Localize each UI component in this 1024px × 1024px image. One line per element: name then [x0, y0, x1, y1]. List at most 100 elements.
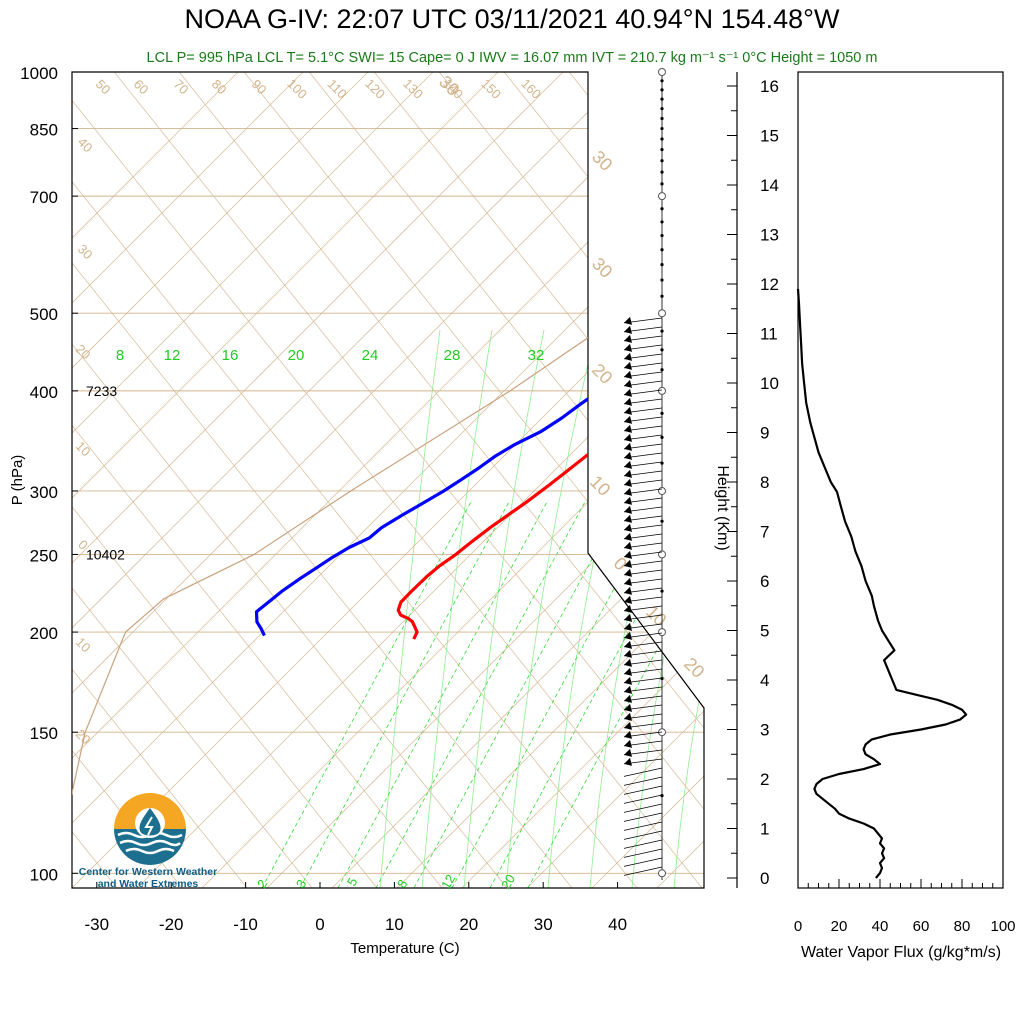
wind-barb-flag — [624, 496, 632, 505]
wind-level-dot — [660, 148, 664, 152]
wind-barb-flag — [624, 415, 632, 424]
wind-barb-flag — [624, 469, 632, 478]
isotherm-line — [787, 0, 1024, 888]
chart-title: NOAA G-IV: 22:07 UTC 03/11/2021 40.94°N … — [184, 4, 840, 34]
wind-barb-flag — [624, 541, 632, 550]
wind-barb — [623, 866, 663, 876]
wind-barb-flag — [624, 685, 632, 694]
wind-barb-flag — [624, 613, 632, 622]
y-axis-label: P (hPa) — [9, 455, 26, 506]
isotherm-line — [72, 72, 704, 888]
mixing-ratio-line — [489, 499, 701, 888]
isotherm-line — [461, 72, 704, 888]
wind-level-dot — [660, 794, 664, 798]
wind-barb-flag — [624, 730, 632, 739]
wind-level-dot — [660, 182, 664, 186]
dry-adiabat-line — [681, 72, 704, 888]
wind-level-dot — [660, 137, 664, 141]
isotherm-line — [266, 72, 704, 888]
dry-adiabat-line — [616, 72, 704, 888]
wind-barb-flag — [624, 352, 632, 361]
isotherm-line — [72, 72, 618, 888]
height-label: 7233 — [86, 383, 117, 399]
wind-barb — [623, 803, 663, 813]
dry-adiabat-line — [72, 72, 313, 888]
isotherm-label: 20 — [680, 654, 708, 682]
wind-level-marker — [658, 192, 666, 201]
flux-axis-label: Water Vapor Flux (g/kg*m/s) — [801, 944, 1001, 961]
height-tick-label: 2 — [760, 770, 769, 789]
isotherm-label: 80 — [209, 76, 230, 97]
isotherm-label: 90 — [249, 76, 270, 97]
mixing-ratio-label: 5 — [344, 875, 361, 889]
wind-barb-flag — [624, 703, 632, 712]
pressure-tick-label: 850 — [30, 121, 58, 140]
isotherm-label: 60 — [131, 76, 152, 97]
wind-barb-flag — [624, 388, 632, 397]
mixing-ratio-line — [413, 499, 625, 888]
isotherm-label: 40 — [75, 134, 96, 155]
mixing-ratio-line — [337, 499, 549, 888]
height-tick-label: 10 — [760, 374, 779, 393]
dry-adiabat-line — [486, 72, 704, 888]
dewpoint-line — [254, 72, 704, 637]
height-axis-label: Height (Km) — [714, 465, 731, 550]
isotherm-line — [72, 72, 704, 888]
isotherm-line — [656, 72, 704, 888]
wind-barb — [623, 794, 663, 804]
wind-level-dot — [660, 116, 664, 121]
moist-adiabat-line — [463, 329, 545, 888]
temperature-tick-label: 30 — [534, 915, 553, 934]
isotherm-label: 50 — [93, 76, 114, 97]
isotherm-labels: 50 60 70 80 90 100 110 120 130 140 150 160403020100… — [73, 72, 709, 748]
isotherm-line — [72, 72, 704, 888]
isotherm-line — [526, 72, 704, 888]
flux-tick-label: 0 — [794, 918, 802, 935]
mixing-ratio-line — [261, 499, 473, 888]
isotherm-label: 30 — [588, 254, 616, 282]
wind-level-dot — [660, 435, 664, 439]
isotherm-line — [852, 0, 1024, 888]
isotherm-label: 130 — [400, 76, 426, 102]
dry-adiabat-line — [72, 72, 703, 888]
background-lines — [72, 0, 1024, 888]
mixing-ratio-label: 28 — [444, 347, 461, 364]
dry-adiabat-line — [291, 72, 704, 888]
flux-tick-label: 80 — [954, 918, 971, 935]
mixing-ratio-label: 12 — [164, 347, 181, 364]
wind-level-dot — [660, 88, 664, 92]
isotherm-label: 20 — [73, 341, 94, 362]
height-tick-label: 11 — [760, 325, 778, 344]
wind-barb-flag — [624, 433, 632, 442]
wind-barb-flag — [624, 577, 632, 586]
isotherm-line — [72, 72, 704, 888]
wind-barb-flag — [624, 640, 632, 649]
dry-adiabat-line — [96, 72, 704, 888]
wind-level-dot — [660, 170, 664, 174]
dry-adiabat-line — [72, 72, 378, 888]
isotherm-line — [201, 72, 704, 888]
wind-barb-flag — [624, 595, 632, 604]
height-tick-label: 1 — [760, 820, 769, 839]
wind-level-dot — [660, 107, 664, 111]
wind-barb-flag — [624, 559, 632, 568]
wind-barb-flag — [624, 658, 632, 667]
sounding-series — [72, 72, 704, 874]
isotherm-label: 10 — [73, 438, 94, 459]
mixing-ratio-label: 20 — [288, 347, 305, 364]
dry-adiabat-line — [421, 72, 704, 888]
dry-adiabat-line — [356, 72, 704, 888]
height-label: 10402 — [86, 546, 125, 562]
temperature-tick-label: 20 — [459, 915, 478, 934]
wind-barb-flag — [624, 550, 632, 559]
dry-adiabat-line — [72, 72, 248, 888]
wind-level-dot — [660, 207, 664, 211]
pressure-tick-label: 1000 — [20, 64, 58, 83]
wind-barb-flag — [624, 361, 632, 370]
moist-adiabat-line — [673, 329, 704, 888]
wind-barb-flag — [624, 586, 632, 595]
isotherm-label: 100 — [284, 76, 310, 102]
wind-level-marker — [658, 68, 666, 76]
isotherm-label: 10 — [73, 634, 94, 655]
